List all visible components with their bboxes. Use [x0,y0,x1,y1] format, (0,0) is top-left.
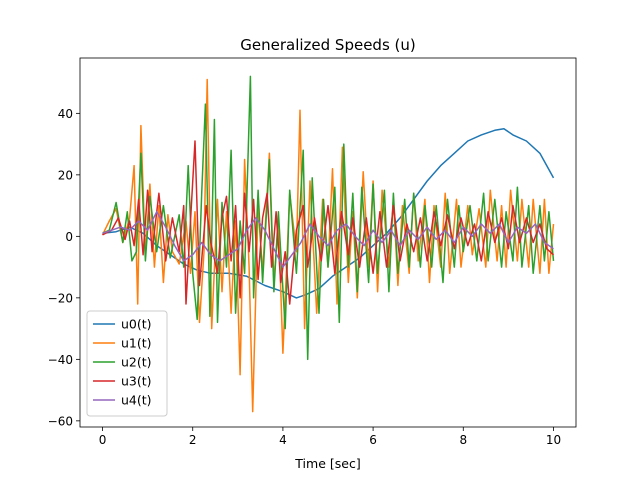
x-tick-label: 10 [546,433,561,447]
x-tick-label: 2 [189,433,197,447]
x-tick-label: 6 [369,433,377,447]
y-tick-label: 40 [58,107,73,121]
series-layer [101,75,555,413]
series-line-u2 [102,75,555,361]
legend-label: u3(t) [121,374,152,389]
legend-label: u1(t) [121,336,152,351]
legend-label: u2(t) [121,355,152,370]
legend-label: u4(t) [121,393,152,408]
series-line-u4 [102,211,554,268]
y-tick-label: −60 [48,414,73,428]
x-tick-label: 4 [279,433,287,447]
axes: 0 2 4 6 8 10 −60 −40 −20 0 20 40 [48,57,577,447]
legend-label: u0(t) [121,317,152,332]
plot-frame [79,57,577,428]
series-line-u3 [102,140,555,305]
y-tick-label: −40 [48,353,73,367]
x-tick-label: 8 [459,433,467,447]
x-tick-label: 0 [99,433,107,447]
legend: u0(t) u1(t) u2(t) u3(t) u4(t) [86,310,168,417]
y-tick-label: 0 [65,230,73,244]
y-tick-label: −20 [48,291,73,305]
y-tick-label: 20 [58,168,73,182]
x-axis-label: Time [sec] [294,456,360,471]
legend-box [86,310,168,417]
chart-title: Generalized Speeds (u) [240,36,416,54]
